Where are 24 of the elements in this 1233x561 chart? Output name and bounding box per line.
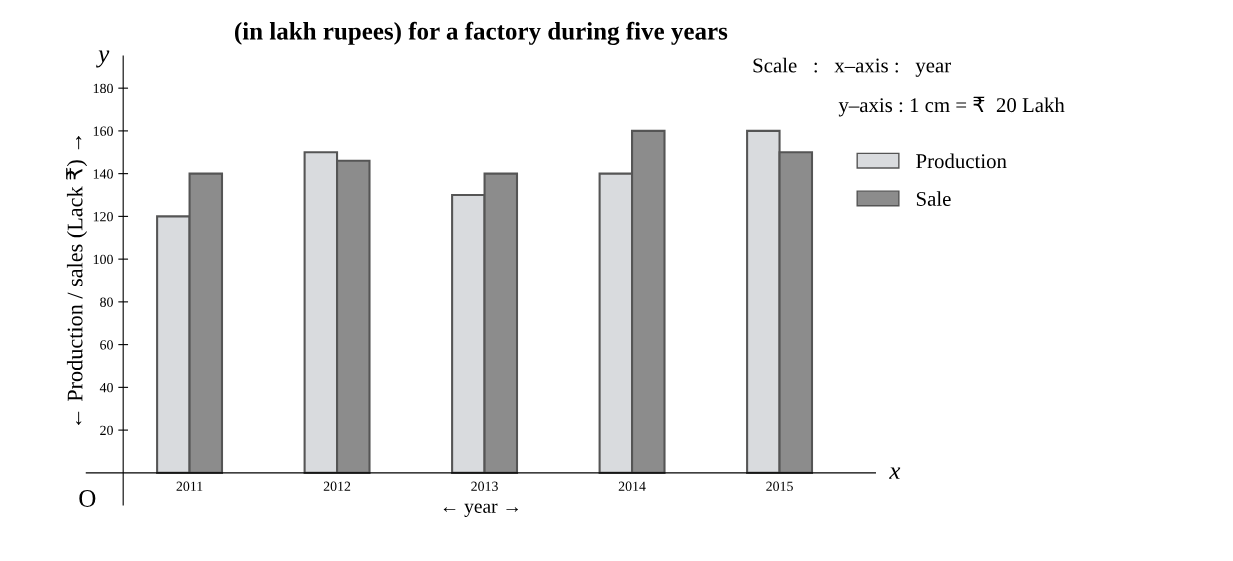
x-tick-label: 2011 xyxy=(176,481,203,491)
y-tick-label: 80 xyxy=(100,297,113,307)
legend-label: Sale xyxy=(916,191,951,206)
x-tick-label: 2015 xyxy=(766,481,793,491)
x-tick-label: 2014 xyxy=(618,481,646,491)
y-tick-label: 180 xyxy=(93,83,113,94)
annotation: y xyxy=(96,50,110,68)
y-tick-label: 40 xyxy=(99,382,113,393)
chart-title: (in lakh rupees) for a factory during five years xyxy=(234,21,728,45)
annotation: y–axis : 1 cm = ₹ 20 Lakh xyxy=(838,96,1065,117)
annotation: O xyxy=(79,490,96,507)
y-tick-label: 60 xyxy=(100,340,113,350)
y-tick-label: 100 xyxy=(93,254,113,265)
x-tick-label: 2013 xyxy=(471,481,498,491)
y-axis-title: ← Production / sales (Lack ₹) → xyxy=(66,136,88,425)
y-tick-label: 160 xyxy=(93,126,113,136)
y-tick-label: 140 xyxy=(93,169,113,179)
annotation: Scale : x–axis : year xyxy=(753,57,951,77)
y-tick-label: 120 xyxy=(93,211,113,222)
legend-label: Production xyxy=(916,153,1007,169)
text: x xyxy=(889,467,901,479)
x-tick-label: 2012 xyxy=(323,481,351,491)
y-tick-label: 20 xyxy=(100,425,113,436)
x-axis-title: ← year → xyxy=(443,503,518,517)
